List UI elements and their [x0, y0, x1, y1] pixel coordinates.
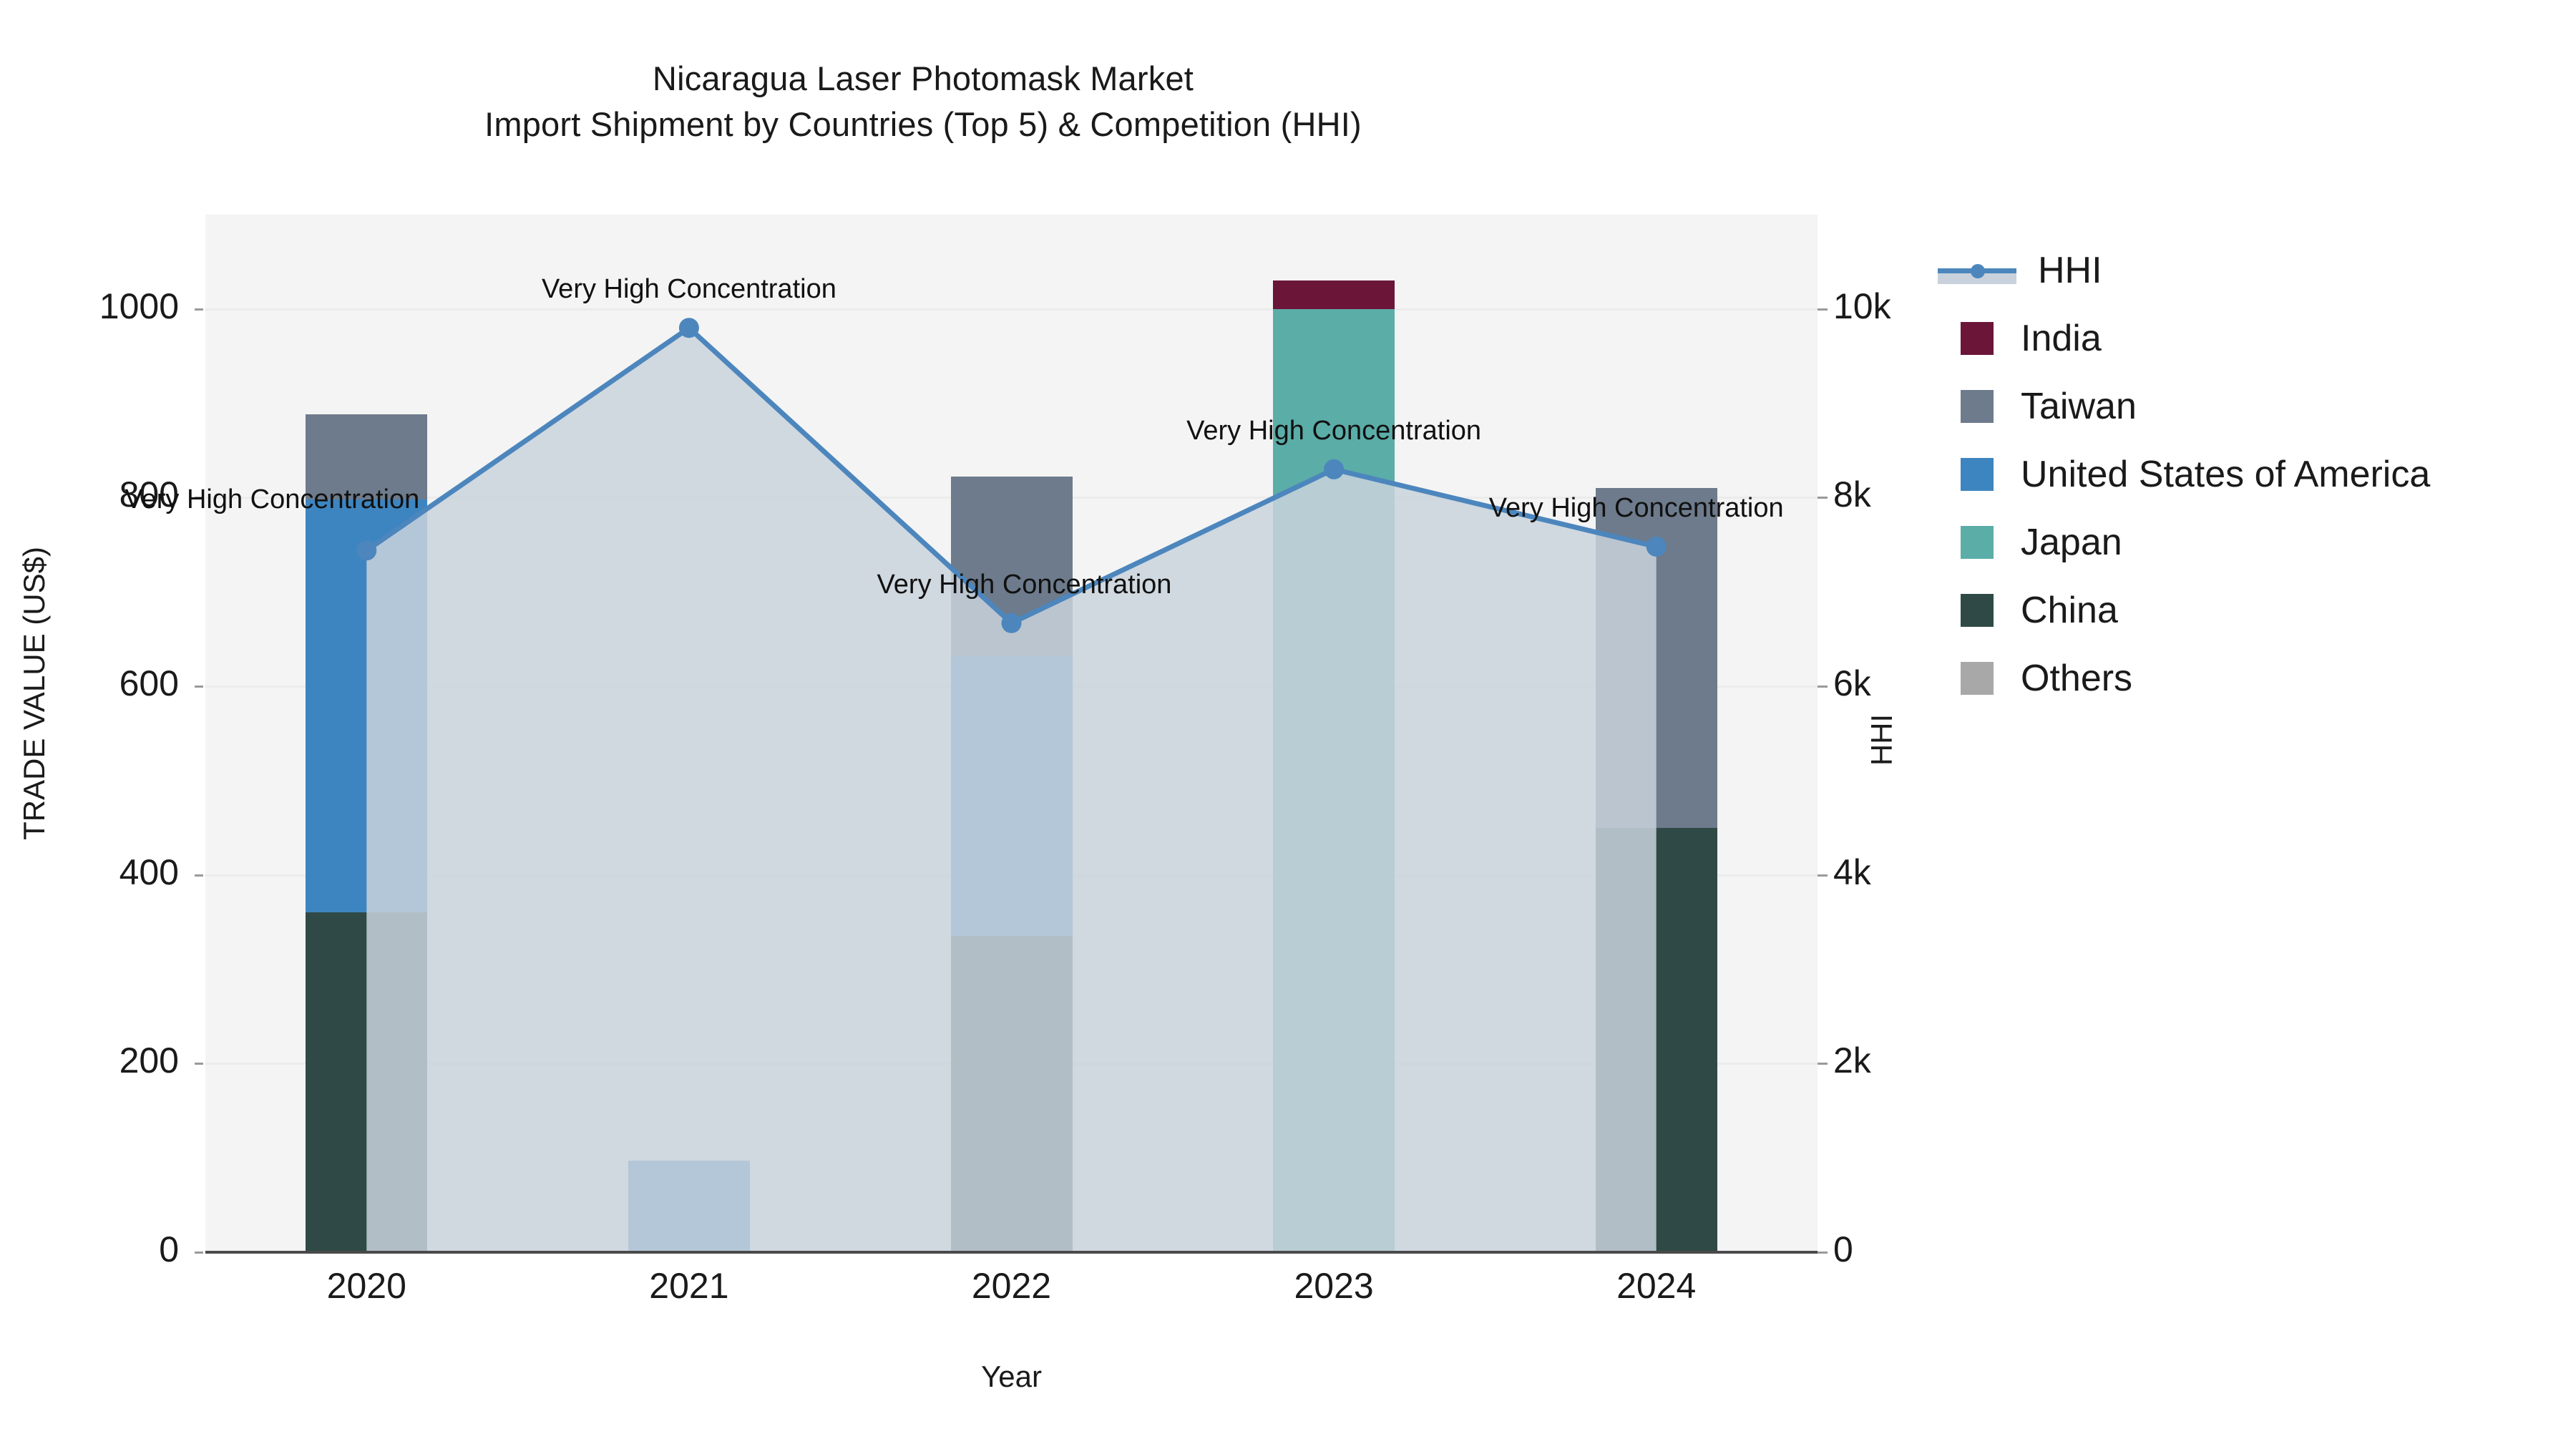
legend-item-label: HHI: [2038, 249, 2102, 291]
legend-item-hhi[interactable]: HHI: [1938, 236, 2562, 304]
legend-swatch-icon: [1961, 593, 1994, 627]
y-axis-right-tick-mark: [1818, 874, 1828, 877]
concentration-annotation: Very High Concentration: [1186, 415, 1482, 446]
y-axis-left-tick-label: 1000: [99, 286, 179, 326]
y-axis-left-tick-mark: [195, 497, 203, 499]
y-axis-left-label: TRADE VALUE (US$): [17, 547, 51, 840]
y-axis-right-tick-mark: [1818, 686, 1828, 688]
y-axis-right-tick-mark: [1818, 1252, 1828, 1254]
y-axis-right-tick-label: 4k: [1833, 852, 1871, 892]
x-axis-line: [205, 1251, 1818, 1254]
y-axis-right-tick-label: 10k: [1833, 286, 1891, 326]
hhi-area-fill: [366, 328, 1657, 1253]
y-axis-left-tick-mark: [195, 1252, 203, 1254]
y-axis-left-tick-mark: [195, 874, 203, 877]
legend-item-label: Japan: [2021, 521, 2122, 563]
legend-swatch-icon: [1961, 321, 1994, 355]
legend-item-united-states-of-america[interactable]: United States of America: [1961, 440, 2562, 508]
chart-title-line-1: Nicaragua Laser Photomask Market: [652, 59, 1194, 97]
y-axis-left-tick-label: 200: [119, 1040, 179, 1081]
y-axis-right-tick-label: 8k: [1833, 474, 1871, 515]
x-axis-tick-label: 2022: [971, 1266, 1052, 1306]
legend-swatch-icon: [1961, 525, 1994, 559]
x-axis-tick-label: 2024: [1616, 1266, 1697, 1306]
y-axis-left-tick-mark: [195, 686, 203, 688]
concentration-annotation: Very High Concentration: [1488, 493, 1784, 523]
hhi-data-point[interactable]: [678, 318, 699, 338]
legend-swatch-icon: [1961, 661, 1994, 695]
hhi-marker-group: [356, 318, 1667, 633]
legend-item-label: Others: [2021, 657, 2133, 699]
y-axis-left-tick-mark: [195, 308, 203, 311]
legend-item-others[interactable]: Others: [1961, 644, 2562, 712]
chart-title: Nicaragua Laser Photomask Market Import …: [0, 56, 1846, 147]
legend-swatch-icon: [1961, 457, 1994, 491]
legend-item-japan[interactable]: Japan: [1961, 508, 2562, 576]
x-axis-tick-label: 2021: [649, 1266, 729, 1306]
chart-legend: HHI India Taiwan United States of America Ja…: [1938, 236, 2562, 712]
y-axis-left-tick-mark: [195, 1063, 203, 1065]
x-axis-tick-label: 2020: [326, 1266, 406, 1306]
y-axis-right-tick-label: 6k: [1833, 663, 1871, 704]
y-axis-right-tick-mark: [1818, 497, 1828, 499]
y-axis-right-label: HHI: [1865, 713, 1898, 766]
concentration-annotation: Very High Concentration: [541, 274, 836, 305]
legend-line-icon: [1938, 254, 2016, 287]
bar-segment[interactable]: [1273, 280, 1395, 309]
legend-item-label: United States of America: [2021, 453, 2431, 495]
y-axis-left-tick-label: 800: [119, 474, 179, 515]
x-axis-tick-label: 2023: [1294, 1266, 1374, 1306]
y-axis-right-tick-mark: [1818, 308, 1828, 311]
concentration-annotation: Very High Concentration: [125, 484, 420, 515]
bar-segment[interactable]: [306, 414, 428, 500]
legend-item-label: India: [2021, 317, 2102, 359]
hhi-data-point[interactable]: [1001, 613, 1022, 633]
y-axis-right-tick-label: 0: [1833, 1229, 1853, 1269]
legend-item-india[interactable]: India: [1961, 304, 2562, 372]
y-axis-left-tick-label: 600: [119, 663, 179, 704]
legend-item-taiwan[interactable]: Taiwan: [1961, 372, 2562, 440]
chart-title-line-2: Import Shipment by Countries (Top 5) & C…: [484, 104, 1362, 143]
y-axis-left-tick-label: 0: [159, 1229, 179, 1269]
legend-item-label: Taiwan: [2021, 385, 2137, 427]
gridline-secondary: [205, 308, 1818, 311]
hhi-data-point[interactable]: [356, 540, 377, 561]
x-axis-label: Year: [981, 1360, 1042, 1393]
legend-item-china[interactable]: China: [1961, 576, 2562, 644]
concentration-annotation: Very High Concentration: [877, 569, 1172, 600]
plot-area: [205, 215, 1818, 1253]
hhi-data-point[interactable]: [1646, 537, 1667, 557]
legend-item-label: China: [2021, 589, 2118, 631]
y-axis-right-tick-label: 2k: [1833, 1040, 1871, 1081]
y-axis-right-tick-mark: [1818, 1063, 1828, 1065]
y-axis-left-tick-label: 400: [119, 852, 179, 892]
hhi-line-chart: [356, 318, 1667, 1253]
hhi-data-point[interactable]: [1324, 459, 1345, 479]
legend-swatch-icon: [1961, 389, 1994, 423]
